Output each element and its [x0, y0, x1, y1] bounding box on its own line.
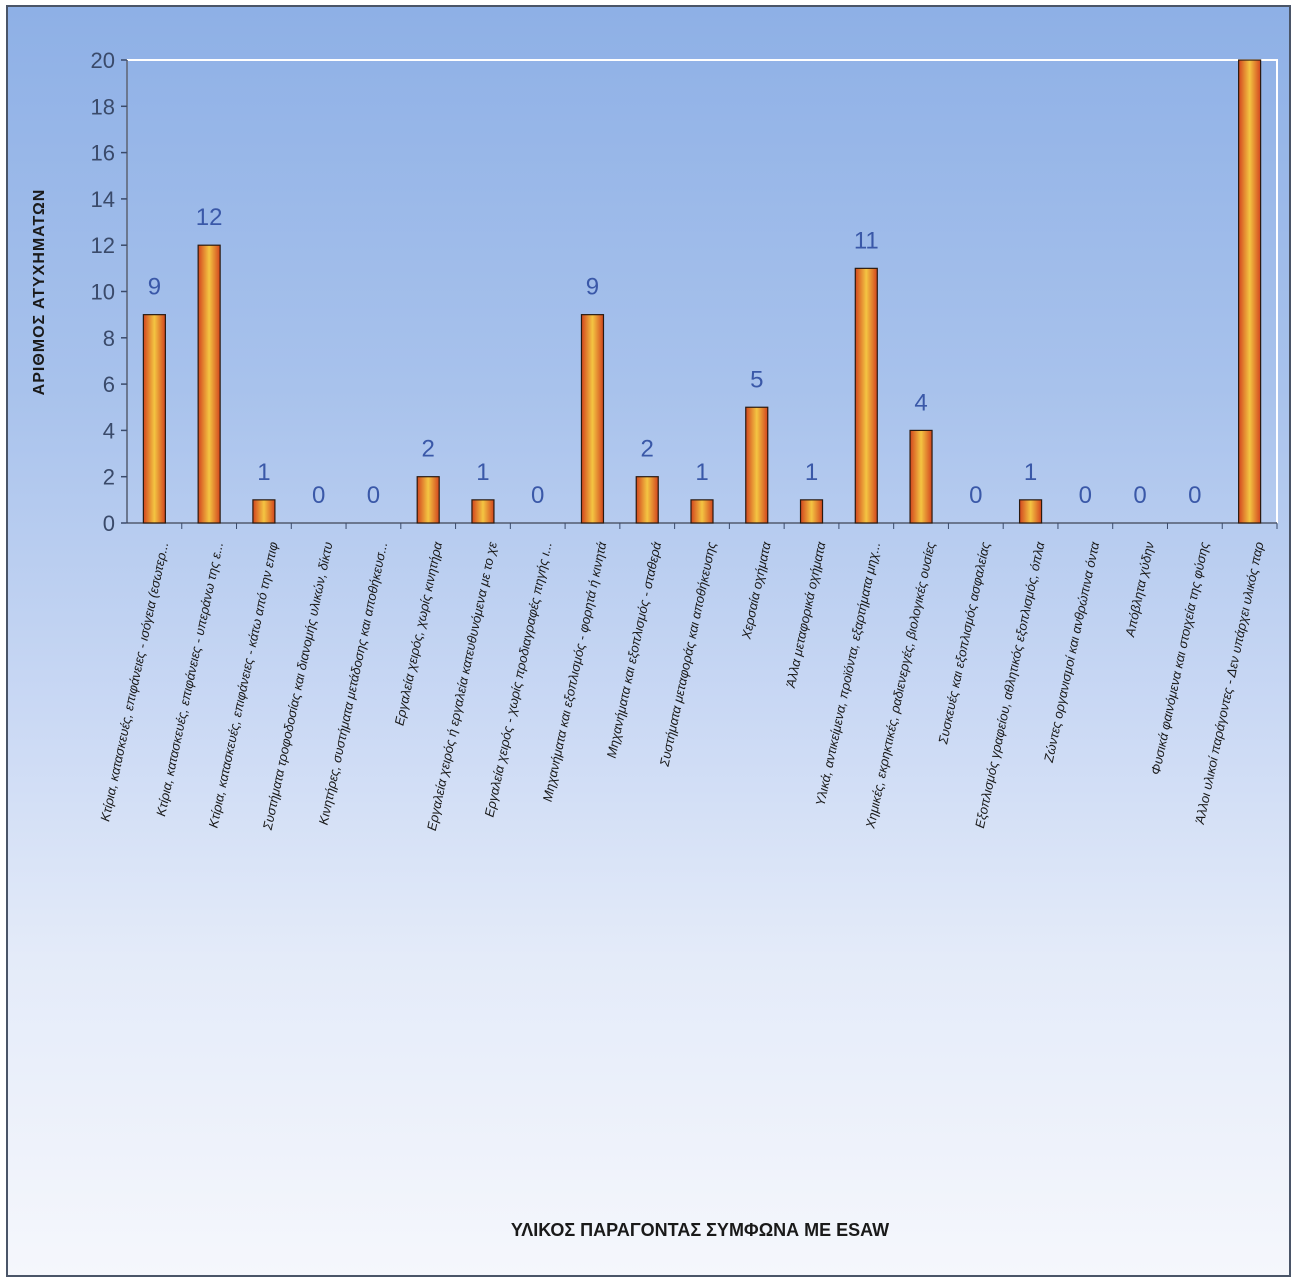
data-label: 0: [1133, 482, 1146, 509]
y-tick-label: 12: [91, 233, 115, 258]
data-label: 0: [367, 482, 380, 509]
plot-area: [126, 59, 1278, 524]
data-label: 9: [586, 274, 599, 301]
y-tick-label: 16: [91, 141, 115, 166]
category-label: Συσκευές και εξοπλισμός ασφαλείας: [935, 540, 993, 746]
y-tick-label: 0: [103, 511, 115, 536]
category-label: Εργαλεία χειρός, χωρίς κινητήρα: [392, 540, 446, 727]
chart-frame: [6, 5, 1291, 1277]
bars: [142, 59, 1278, 529]
bar: [1238, 59, 1262, 524]
bar: [690, 499, 714, 524]
data-label: 0: [531, 482, 544, 509]
y-tick-label: 6: [103, 372, 115, 397]
bar: [580, 314, 605, 524]
data-label: 0: [969, 482, 982, 509]
bar: [252, 499, 276, 524]
data-label: 1: [257, 459, 270, 486]
bar: [1018, 499, 1043, 524]
y-tick-label: 10: [91, 280, 115, 305]
bar: [416, 476, 440, 524]
data-label: 0: [1079, 482, 1092, 509]
category-label: Χερσαία οχήματα: [738, 540, 774, 641]
category-label: Άλλα μεταφορικά οχήματα: [783, 540, 829, 690]
y-tick-label: 2: [103, 465, 115, 490]
data-label: 2: [422, 436, 435, 463]
category-labels: Κτίρια, κατασκευές, επιφάνειες - ισόγεια…: [97, 540, 1266, 832]
category-label: Συστήματα μεταφοράς και αποθήκευσης: [656, 540, 719, 769]
bar: [142, 314, 166, 524]
category-label: Μηχανήματα και εξοπλισμός - φορητά ή κιν…: [540, 540, 610, 803]
category-label: Υλικά, αντικείμενα, προϊόντα, εξαρτήματα…: [813, 541, 884, 808]
data-label: 1: [1024, 459, 1037, 486]
bar: [745, 406, 769, 524]
y-tick-label: 4: [103, 418, 115, 443]
data-label: 4: [914, 389, 927, 416]
plot-border: [126, 59, 1278, 524]
data-label: 0: [1188, 482, 1201, 509]
category-label: Φυσικά φαινόμενα και στοιχεία της φύσης: [1148, 540, 1212, 776]
bar: [635, 476, 659, 524]
bar: [799, 499, 824, 524]
y-tick-label: 8: [103, 326, 115, 351]
category-label: Απόβλητα χύδην: [1122, 540, 1157, 639]
bar: [197, 244, 221, 524]
x-axis-title: ΥΛΙΚΟΣ ΠΑΡΑΓΟΝΤΑΣ ΣΥΜΦΩΝΑ ΜΕ ESAW: [511, 1220, 889, 1240]
data-label: 1: [695, 459, 708, 486]
data-label: 12: [196, 204, 223, 231]
data-label: 9: [148, 274, 161, 301]
y-tick-label: 20: [91, 48, 115, 73]
data-label: 1: [476, 459, 489, 486]
data-label: 11: [854, 227, 879, 254]
bar: [471, 499, 495, 524]
data-label: 0: [312, 482, 325, 509]
bar: [909, 429, 933, 524]
y-tick-label: 18: [91, 94, 115, 119]
category-label: Μηχανήματα και εξοπλισμός - σταθερά: [604, 540, 665, 759]
category-label: Ζώντες οργανισμοί και ανθρώπινα όντα: [1041, 540, 1103, 765]
y-axis-title: ΑΡΙΘΜΟΣ ΑΤΥΧΗΜΑΤΩΝ: [31, 189, 48, 396]
bar: [854, 267, 878, 524]
data-label: 1: [805, 459, 818, 486]
data-label: 5: [750, 366, 763, 393]
y-tick-label: 14: [91, 187, 115, 212]
data-label: 2: [641, 436, 654, 463]
